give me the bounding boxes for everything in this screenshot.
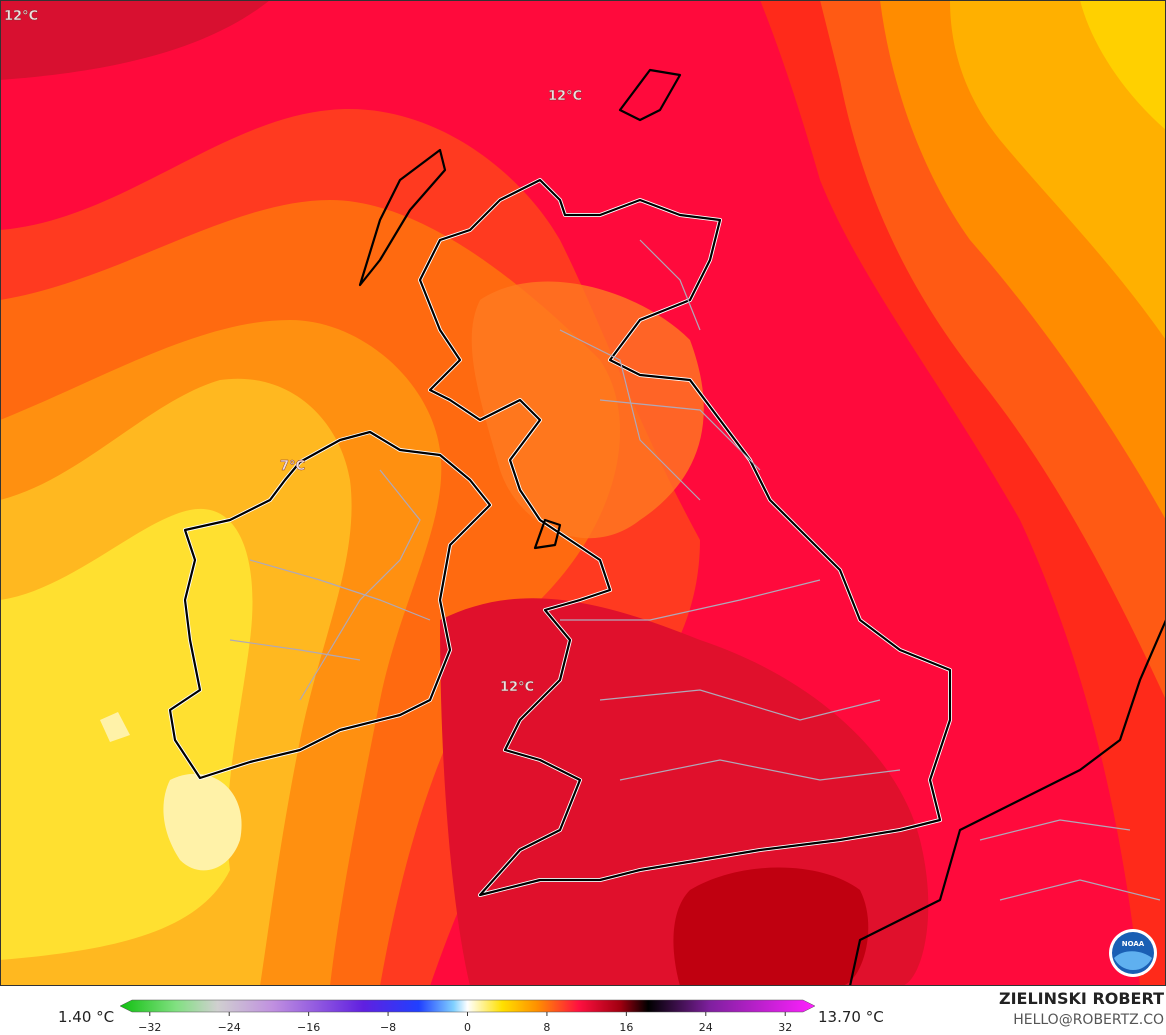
colorbar-strip bbox=[119, 999, 816, 1013]
colorbar-tick-label: 24 bbox=[699, 1021, 713, 1034]
colorbar-tick-label: −8 bbox=[380, 1021, 396, 1034]
temperature-label: 7°C bbox=[280, 459, 305, 474]
colorbar-tick-label: −24 bbox=[218, 1021, 241, 1034]
colorbar-tick-label: 16 bbox=[619, 1021, 633, 1034]
svg-text:NOAA: NOAA bbox=[1122, 940, 1145, 948]
coastlines bbox=[168, 68, 1166, 985]
colorbar-tick-label: −16 bbox=[297, 1021, 320, 1034]
min-value: 1.40 °C bbox=[58, 1008, 114, 1026]
colorbar-tick-label: −32 bbox=[138, 1021, 161, 1034]
colorbar-tick-label: 0 bbox=[464, 1021, 471, 1034]
temperature-label: 12°C bbox=[548, 89, 582, 104]
noaa-logo: NOAA bbox=[1109, 929, 1157, 977]
colorbar bbox=[119, 999, 816, 1013]
admin-borders bbox=[229, 239, 1161, 901]
temperature-label: 12°C bbox=[4, 9, 38, 24]
credit-author: ZIELINSKI ROBERT bbox=[999, 989, 1164, 1008]
temperature-label: 12°C bbox=[500, 680, 534, 695]
credit-contact: HELLO@ROBERTZ.CO bbox=[1013, 1012, 1164, 1028]
colorbar-tick-label: 32 bbox=[778, 1021, 792, 1034]
map bbox=[1, 1, 1166, 985]
colorbar-tick-label: 8 bbox=[543, 1021, 550, 1034]
max-value: 13.70 °C bbox=[818, 1008, 884, 1026]
